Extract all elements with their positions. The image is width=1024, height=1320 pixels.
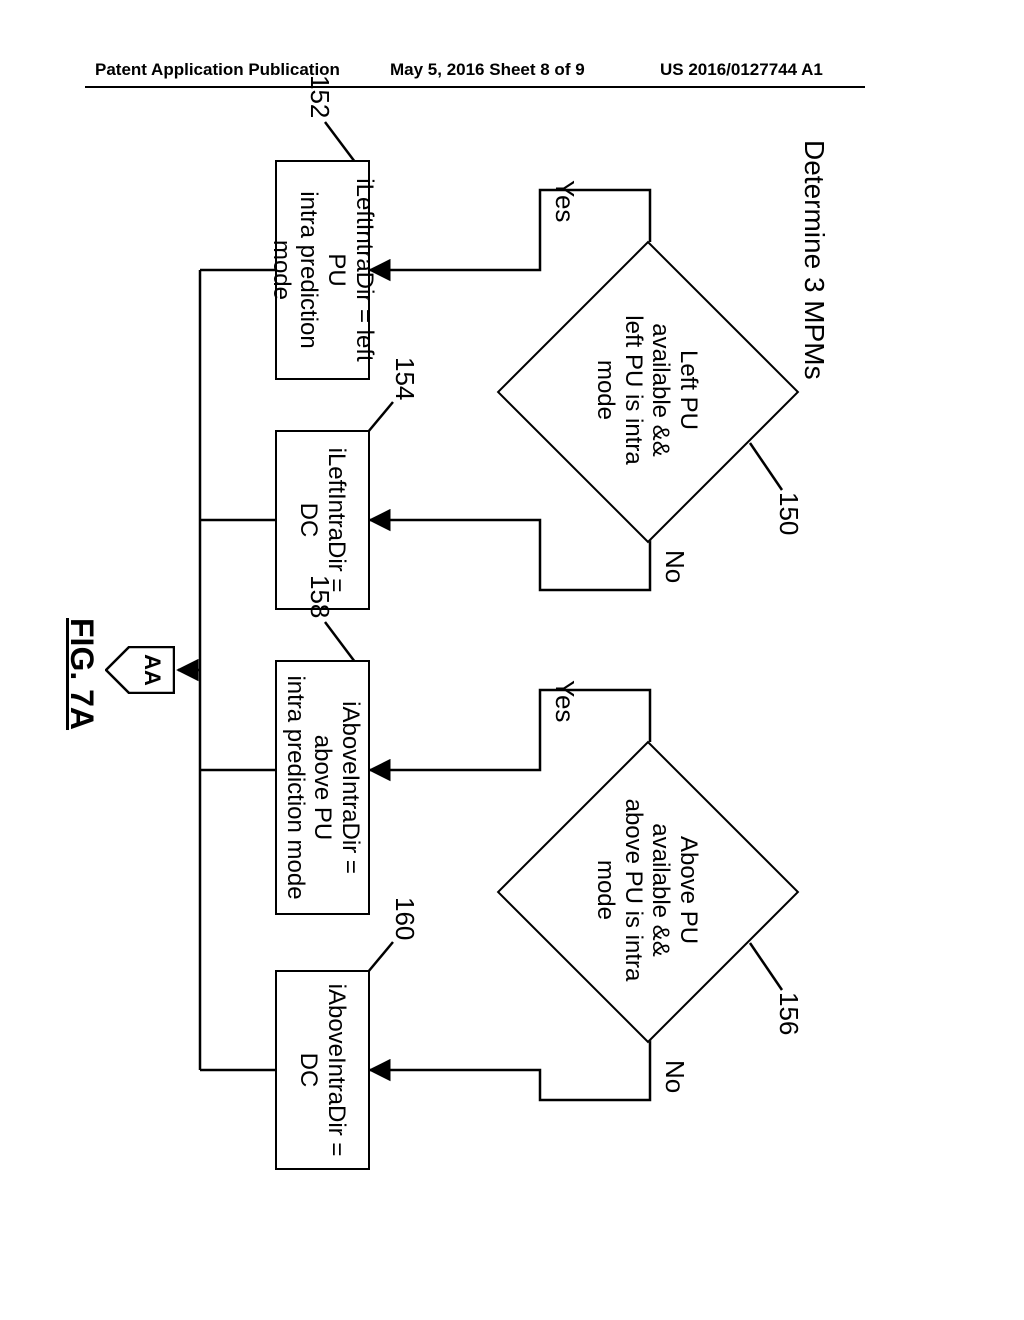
decision-156-text: Above PUavailable &&above PU is intramod… <box>592 785 702 995</box>
edge-156-yes: Yes <box>549 680 580 722</box>
flow-edges <box>80 120 840 1220</box>
ref-160: 160 <box>389 897 420 940</box>
header-rule <box>85 86 865 88</box>
ref-154: 154 <box>389 357 420 400</box>
figure-7a: Determine 3 MPMs <box>80 120 840 1220</box>
edge-156-no: No <box>659 1060 690 1093</box>
decision-150-text: Left PUavailable &&left PU is intramode <box>592 285 702 495</box>
offpage-connector-aa-label: AA <box>139 646 165 694</box>
offpage-connector-aa: AA <box>105 646 175 694</box>
figure-label: FIG. 7A <box>63 618 100 730</box>
edge-150-no: No <box>659 550 690 583</box>
ref-152: 152 <box>304 75 335 118</box>
ref-158: 158 <box>304 575 335 618</box>
ref-150: 150 <box>773 492 804 535</box>
diagram-title: Determine 3 MPMs <box>798 140 830 380</box>
ref-156: 156 <box>773 992 804 1035</box>
process-160: iAboveIntraDir = DC <box>275 970 370 1170</box>
process-152: iLeftIntraDir = left PUintra prediction … <box>275 160 370 380</box>
edge-150-yes: Yes <box>549 180 580 222</box>
process-158: iAboveIntraDir = above PUintra predictio… <box>275 660 370 915</box>
header-right: US 2016/0127744 A1 <box>660 60 823 80</box>
header-center: May 5, 2016 Sheet 8 of 9 <box>390 60 585 80</box>
